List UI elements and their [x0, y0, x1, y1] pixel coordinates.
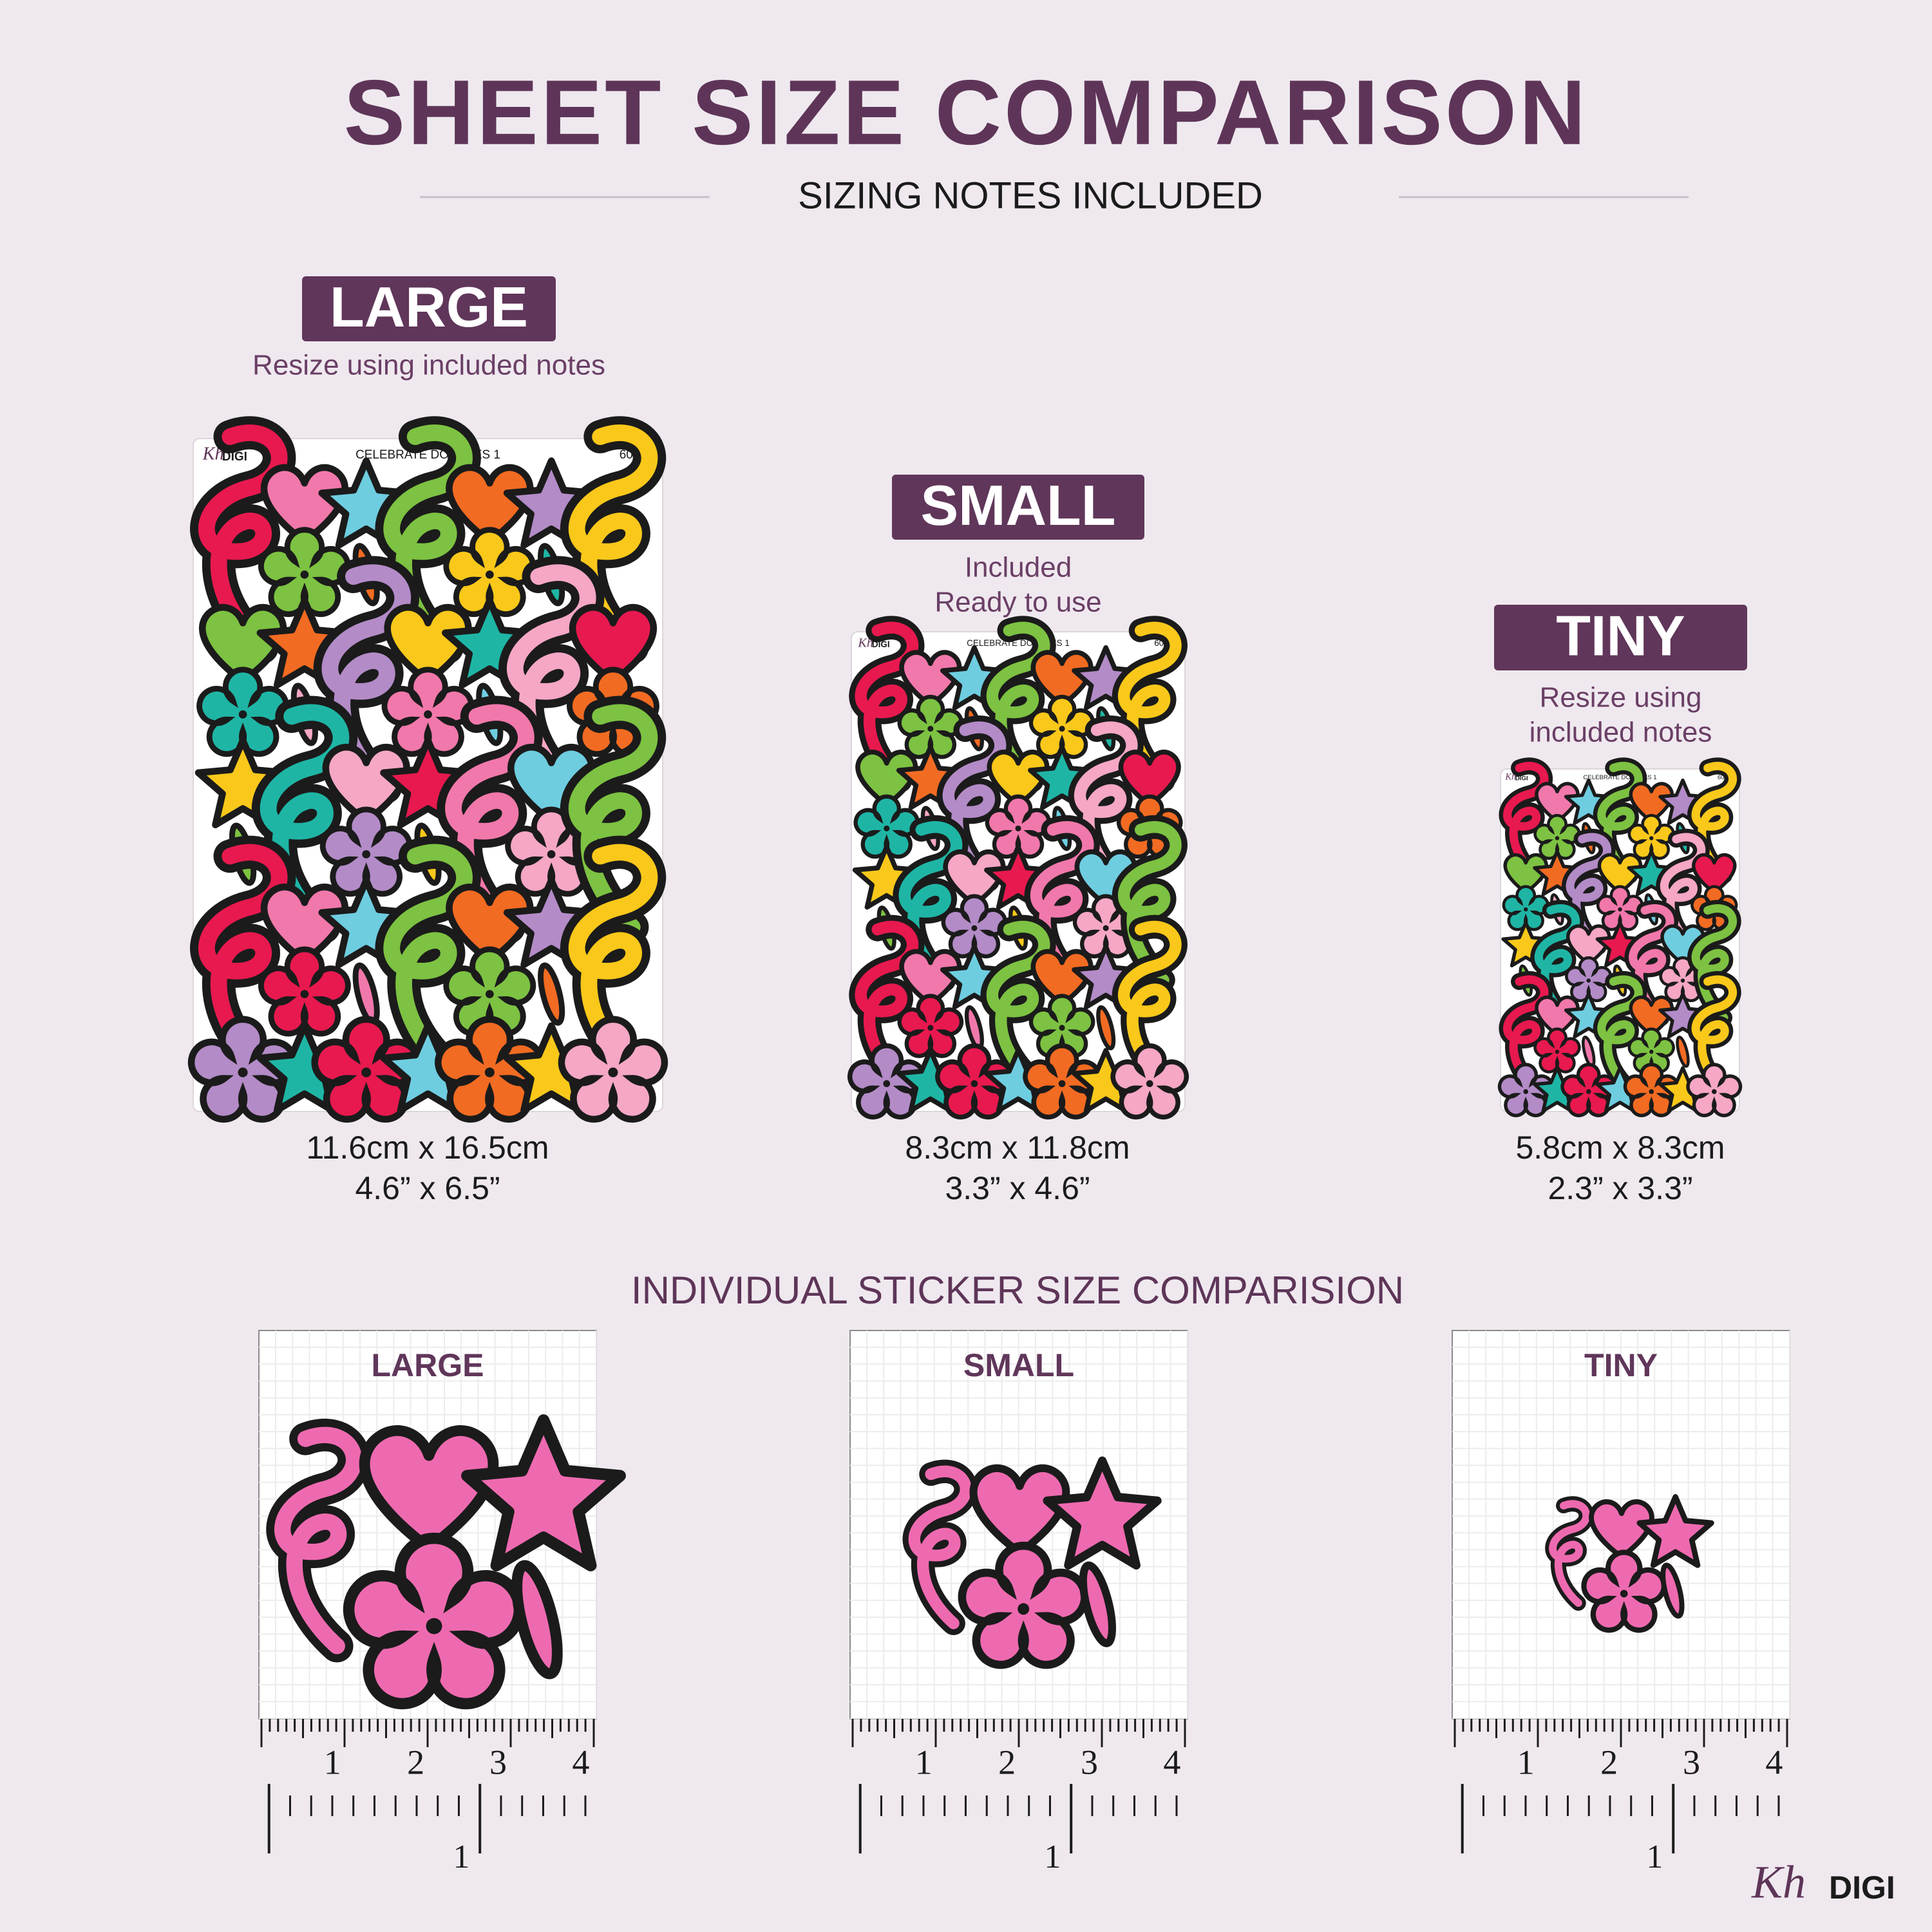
dimension: 11.6cm x 16.5cm [306, 1130, 549, 1166]
dimension: 5.8cm x 8.3cm [1515, 1130, 1725, 1166]
dimension: 2.3” x 3.3” [1548, 1170, 1692, 1206]
sheet-logo-kh: Kh [857, 636, 873, 650]
dimension: 8.3cm x 11.8cm [905, 1130, 1130, 1166]
logo-kh: Kh [1751, 1857, 1806, 1908]
subtitle: SIZING NOTES INCLUDED [798, 175, 1263, 216]
panel-label: TINY [1584, 1347, 1658, 1383]
panel-label: SMALL [963, 1347, 1074, 1383]
ruler-number: 1 [324, 1743, 341, 1781]
caption: Resize using [1540, 682, 1702, 714]
sheet-logo-kh: Kh [1504, 772, 1516, 782]
badge-label: SMALL [920, 473, 1115, 537]
sheet-logo-digi: DIGI [1515, 775, 1528, 782]
caption: Resize using included notes [252, 350, 605, 381]
ruler-number: 2 [1600, 1743, 1618, 1781]
ruler-number: 2 [998, 1743, 1016, 1781]
caption: Ready to use [934, 587, 1101, 618]
ruler-number: 4 [1765, 1743, 1783, 1781]
ruler-number: 1 [1646, 1839, 1663, 1875]
dimension: 3.3” x 4.6” [945, 1170, 1090, 1206]
sheet-logo-digi: DIGI [222, 450, 247, 464]
ruler-number: 4 [572, 1743, 589, 1781]
badge-label: TINY [1556, 603, 1685, 667]
ruler-number: 3 [1683, 1743, 1700, 1781]
logo-digi: DIGI [1829, 1870, 1895, 1906]
ruler-number: 4 [1163, 1743, 1180, 1781]
caption: Included [965, 552, 1072, 583]
panel-label: LARGE [372, 1347, 484, 1383]
ruler-number: 1 [1517, 1743, 1535, 1781]
ruler-number: 3 [1081, 1743, 1098, 1781]
badge [1494, 605, 1747, 670]
ruler-number: 1 [453, 1839, 469, 1875]
title: SHEET SIZE COMPARISON [344, 62, 1589, 164]
dimension: 4.6” x 6.5” [355, 1170, 500, 1206]
ruler-number: 1 [915, 1743, 933, 1781]
badge-label: LARGE [330, 275, 528, 339]
ruler-number: 3 [489, 1743, 507, 1781]
ruler-number: 2 [407, 1743, 424, 1781]
sheet-title: CELEBRATE DOODLES 1 [1583, 774, 1656, 781]
caption: included notes [1530, 717, 1712, 748]
badge [302, 276, 556, 341]
section-title: INDIVIDUAL STICKER SIZE COMPARISION [631, 1269, 1404, 1312]
ruler-number: 1 [1044, 1839, 1061, 1875]
badge [892, 475, 1144, 540]
